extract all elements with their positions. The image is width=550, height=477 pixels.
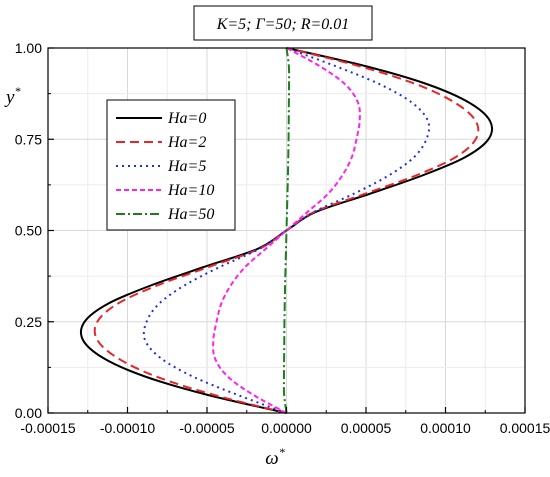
chart-title: K=5; Γ=50; R=0.01	[216, 16, 350, 33]
x-tick-label: 0.00005	[341, 420, 392, 436]
y-tick-label: 1.00	[15, 40, 42, 56]
legend-label-ha-2: Ha=2	[167, 134, 206, 151]
y-tick-label: 0.00	[15, 405, 42, 421]
y-axis-title-main: y	[4, 87, 15, 108]
x-axis-title-main: ω	[265, 448, 278, 469]
x-tick-label: 0.00000	[261, 420, 312, 436]
series-line-ha-5	[142, 47, 431, 414]
x-tick-label: 0.00015	[500, 420, 550, 436]
y-tick-label: 0.25	[15, 314, 42, 330]
series-line-ha-50	[282, 47, 291, 414]
legend-label-ha-10: Ha=10	[167, 182, 214, 199]
y-axis-title-sup: *	[14, 84, 20, 98]
x-tick-label: -0.00015	[20, 420, 75, 436]
x-axis-title: ω*	[265, 445, 284, 469]
x-tick-label: -0.00010	[100, 420, 155, 436]
ticks	[47, 47, 526, 414]
legend-label-ha-50: Ha=50	[167, 206, 214, 223]
chart-title-box: K=5; Γ=50; R=0.01	[193, 5, 373, 41]
legend-label-ha-0: Ha=0	[167, 110, 206, 127]
y-tick-label: 0.50	[15, 223, 42, 239]
y-axis-title: y*	[4, 84, 20, 108]
x-tick-label: 0.00010	[420, 420, 471, 436]
x-tick-labels: -0.00015 -0.00010 -0.00005 0.00000 0.00005 0.…	[20, 420, 550, 436]
y-tick-label: 0.75	[15, 131, 42, 147]
y-tick-labels: 0.00 0.25 0.50 0.75 1.00	[15, 40, 42, 421]
series-line-ha-10	[212, 47, 361, 414]
legend: Ha=0 Ha=2 Ha=5 Ha=10 Ha=50	[106, 99, 236, 231]
legend-label-ha-5: Ha=5	[167, 158, 206, 175]
x-axis-title-sup: *	[279, 445, 285, 459]
x-tick-label: -0.00005	[179, 420, 234, 436]
series-layer	[79, 47, 494, 414]
